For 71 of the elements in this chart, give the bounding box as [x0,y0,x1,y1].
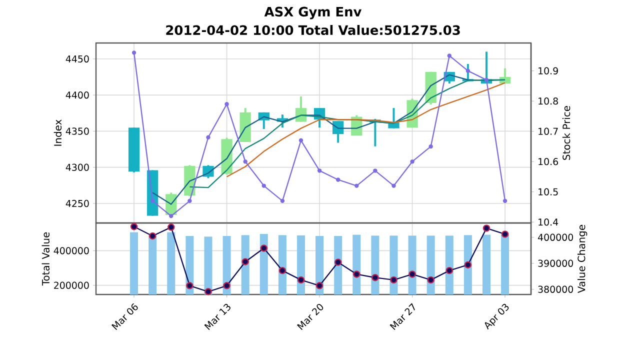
candlestick [388,107,400,130]
point [224,102,229,106]
y2-tick-label: 10.7 [538,128,558,135]
y2-axis-title: Stock Price [562,106,570,160]
point [427,276,434,284]
point [223,282,230,290]
x-tick-label: Mar 06 [111,303,138,330]
point [354,184,359,188]
point [372,274,379,282]
y-tick-label: 4450 [66,55,89,62]
chart-subtitle: 2012-04-02 10:00 Total Value:501275.03 [166,24,460,36]
y2-tick-label: 10.4 [538,218,558,226]
y-tick-label: 400000 [54,247,89,254]
point [186,282,194,290]
point [243,159,248,164]
y2-tick-label: 10.5 [538,188,558,196]
point [410,159,414,164]
point [428,144,433,149]
point [148,232,156,240]
point [130,223,138,230]
point [466,68,470,73]
y-tick-label: 4350 [66,128,89,135]
point [204,288,212,296]
point [502,198,508,204]
y2-tick-label: 10.6 [538,158,558,166]
y2-tick-label: 390000 [538,260,574,267]
y-tick-label: 4300 [66,164,89,171]
y2-tick-label: 380000 [538,286,574,293]
y2-tick-label: 10.8 [538,98,558,105]
y-axis-title: Total Value [42,232,50,286]
point [262,184,266,188]
point [297,276,305,284]
point [392,184,396,188]
point [482,224,490,232]
x-tick-label: Mar 20 [297,304,324,330]
y2-tick-label: 400000 [538,234,574,241]
point [150,198,155,204]
y2-axis-title: Value Change [577,224,588,294]
point [446,266,453,274]
y-axis-title: Index [54,120,62,146]
point [334,258,342,266]
point [501,230,509,238]
point [317,168,322,173]
point [464,261,472,268]
chart-title: ASX Gym Env [264,6,362,20]
point [260,244,268,252]
point [278,266,286,274]
candlestick [295,95,307,123]
point [353,270,360,278]
x-tick-label: Mar 13 [204,304,230,330]
y-tick-label: 4400 [66,91,89,99]
y-tick-label: 200000 [54,282,89,289]
point [484,78,489,82]
point [206,135,210,140]
point [280,198,285,204]
y-tick-label: 4250 [66,200,89,208]
point [168,224,175,231]
point [390,276,398,284]
point [169,214,174,218]
point [132,50,136,55]
point [188,198,192,204]
y2-tick-label: 10.9 [538,67,558,74]
x-tick-label: Apr 03 [484,304,509,330]
point [373,168,378,173]
point [336,178,340,182]
x-tick-label: Mar 27 [390,303,415,330]
point [316,282,324,290]
point [447,54,452,58]
point [242,258,249,266]
point [298,138,304,143]
point [408,270,416,278]
